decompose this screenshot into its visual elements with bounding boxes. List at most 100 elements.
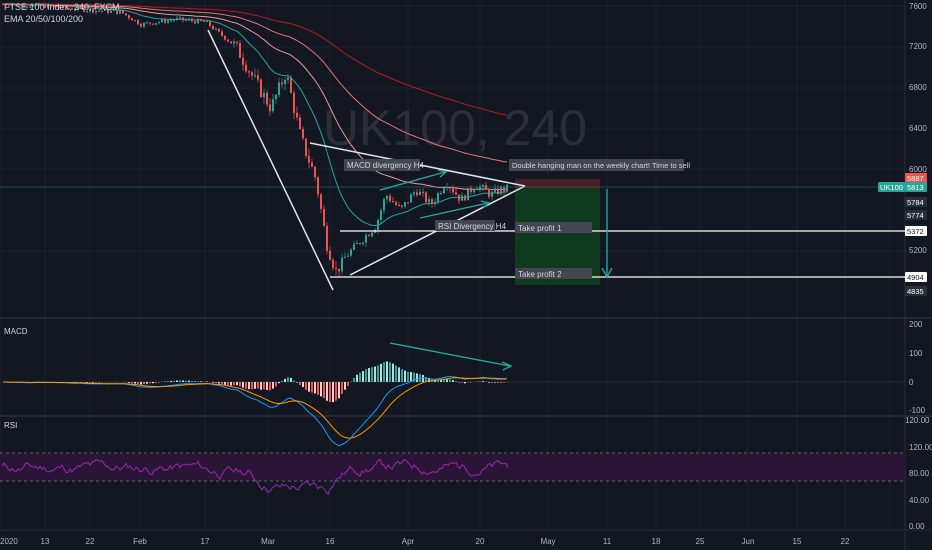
candle <box>113 9 115 12</box>
price-tag: 5813 <box>905 182 927 192</box>
time-axis-label: Feb <box>133 537 147 546</box>
macd-histogram-bar <box>263 382 265 390</box>
macd-histogram-bar <box>233 382 235 386</box>
candle <box>257 69 259 83</box>
macd-histogram-bar <box>71 382 73 383</box>
candle <box>380 207 382 225</box>
annotation-tp2[interactable]: Take profit 2 <box>515 268 592 279</box>
candle <box>20 3 22 7</box>
macd-histogram-bar <box>236 382 238 386</box>
candle <box>110 8 112 14</box>
candle <box>464 194 466 202</box>
time-axis-label: 20 <box>476 537 485 546</box>
candle <box>230 41 232 44</box>
candle <box>356 239 358 245</box>
macd-title: MACD <box>4 327 28 336</box>
macd-histogram-bar <box>344 382 346 390</box>
macd-histogram-bar <box>92 382 94 383</box>
candle <box>176 15 178 22</box>
candle <box>236 40 238 46</box>
macd-histogram-bar <box>242 382 244 388</box>
candle <box>83 7 85 13</box>
candle <box>314 165 316 181</box>
candle <box>506 184 508 193</box>
candle <box>440 190 442 195</box>
candle <box>149 22 151 26</box>
macd-histogram-bar <box>446 379 448 382</box>
stop-loss-zone <box>515 179 600 188</box>
macd-histogram-bar <box>356 374 358 382</box>
macd-histogram-bar <box>500 382 502 383</box>
candle <box>347 252 349 258</box>
candle <box>248 69 250 78</box>
macd-histogram-bar <box>338 382 340 399</box>
macd-histogram-bar <box>443 379 445 382</box>
svg-text:4904: 4904 <box>907 273 924 282</box>
macd-histogram-bar <box>362 371 364 382</box>
candle <box>404 201 406 209</box>
macd-histogram-bar <box>320 382 322 397</box>
candle <box>251 70 253 80</box>
candle <box>170 17 172 23</box>
macd-histogram-bar <box>215 382 217 384</box>
annotation-rsi-divergence[interactable]: RSI Divergency H4 <box>435 220 507 231</box>
ema-200-line <box>3 3 508 116</box>
price-tag: 5887 <box>905 173 927 183</box>
candle <box>359 242 361 246</box>
macd-histogram-bar <box>317 382 319 395</box>
macd-axis[interactable]: 200 100 0 -100 <box>909 320 926 415</box>
candle <box>212 24 214 30</box>
candle <box>311 158 313 168</box>
candle <box>260 78 262 98</box>
macd-histogram-bar <box>74 382 76 383</box>
macd-histogram-bar <box>386 361 388 382</box>
annotation-hanging-man[interactable]: Double hanging man on the weekly chart! … <box>509 159 690 171</box>
macd-histogram-bar <box>203 381 205 382</box>
candle <box>494 184 496 193</box>
candle <box>293 90 295 120</box>
macd-pane-divergence-arrowhead <box>501 361 513 371</box>
candle <box>188 17 190 22</box>
crash-trendline[interactable] <box>207 29 334 291</box>
rsi-axis[interactable]: 120.00 80.00 40.00 0.00 120.00 <box>905 416 932 531</box>
candle <box>191 17 193 23</box>
annotation-macd-divergence[interactable]: MACD divergency H4 <box>344 159 424 171</box>
annotation-text: RSI Divergency H4 <box>438 222 507 231</box>
candle <box>227 38 229 43</box>
macd-histogram-bar <box>143 382 145 385</box>
time-axis[interactable]: 2020 13 22 Feb 17 Mar 16 Apr 20 May 11 18 25 Jun 15 22 <box>0 537 850 546</box>
candle <box>365 232 367 247</box>
candle <box>275 93 277 105</box>
macd-histogram-bar <box>359 372 361 382</box>
price-axis[interactable]: 7600 7200 6800 6400 6000 5200 <box>909 2 927 255</box>
macd-histogram-bar <box>284 378 286 382</box>
svg-text:5774: 5774 <box>907 211 924 220</box>
macd-histogram-bar <box>278 382 280 384</box>
annotation-tp1[interactable]: Take profit 1 <box>515 222 592 233</box>
price-axis-label: 7600 <box>909 2 927 11</box>
indicator-legend[interactable]: EMA 20/50/100/200 <box>4 14 84 24</box>
rsi-axis-label: 120.00 <box>909 443 932 452</box>
macd-histogram-bar <box>131 382 133 384</box>
macd-histogram-bar <box>290 377 292 382</box>
candle <box>302 126 304 141</box>
ema-50-line <box>3 3 508 191</box>
symbol-legend[interactable]: FTSE 100 Index, 240, FXCM <box>4 2 120 12</box>
candle <box>416 188 418 198</box>
rsi-axis-label: 0.00 <box>909 522 925 531</box>
candle <box>491 189 493 201</box>
macd-histogram-bar <box>449 379 451 382</box>
macd-histogram-bar <box>191 380 193 382</box>
candle <box>53 5 55 7</box>
candle <box>335 261 337 276</box>
time-axis-label: 16 <box>326 537 335 546</box>
macd-histogram-bar <box>134 382 136 384</box>
macd-histogram-bar <box>83 382 85 383</box>
macd-histogram-bar <box>200 381 202 382</box>
svg-text:UK100: UK100 <box>880 183 903 192</box>
candle <box>284 77 286 91</box>
macd-histogram-bar <box>434 380 436 382</box>
macd-histogram-bar <box>179 380 181 382</box>
candle <box>35 2 37 6</box>
